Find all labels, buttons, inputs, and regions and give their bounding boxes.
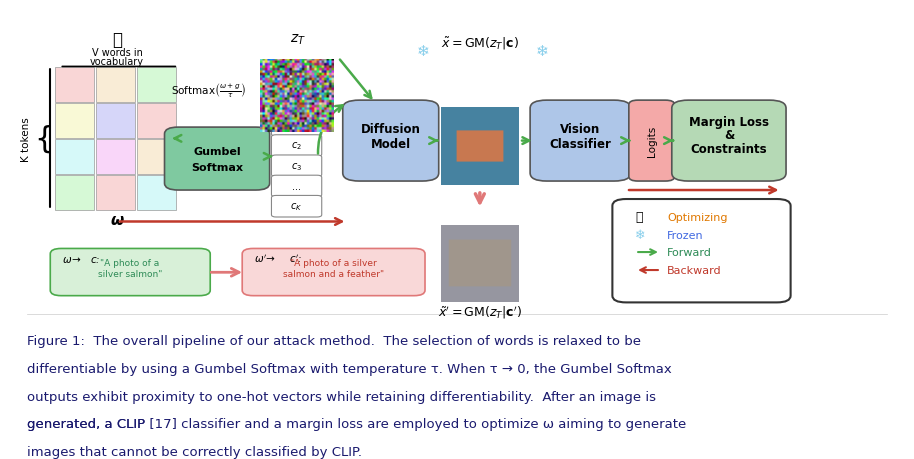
- FancyBboxPatch shape: [271, 176, 322, 197]
- FancyBboxPatch shape: [96, 68, 135, 103]
- FancyBboxPatch shape: [242, 249, 425, 296]
- FancyBboxPatch shape: [271, 196, 322, 218]
- Text: Diffusion: Diffusion: [361, 123, 420, 135]
- FancyBboxPatch shape: [55, 104, 94, 139]
- Text: Logits: Logits: [647, 126, 656, 157]
- FancyBboxPatch shape: [271, 135, 322, 157]
- Text: {: {: [34, 124, 54, 153]
- Text: Vision: Vision: [560, 123, 600, 135]
- Text: differentiable by using a Gumbel Softmax with temperature τ. When τ → 0, the Gum: differentiable by using a Gumbel Softmax…: [27, 362, 672, 375]
- Text: Optimizing: Optimizing: [667, 213, 728, 223]
- Text: $c_K$: $c_K$: [290, 201, 303, 213]
- Text: ❄: ❄: [635, 229, 645, 242]
- FancyBboxPatch shape: [55, 68, 94, 103]
- Text: $\tilde{x}' = \mathrm{GM}(z_T|\mathbf{c}')$: $\tilde{x}' = \mathrm{GM}(z_T|\mathbf{c}…: [438, 304, 522, 321]
- FancyBboxPatch shape: [137, 176, 176, 211]
- Text: Forward: Forward: [667, 247, 712, 257]
- Text: K tokens: K tokens: [21, 117, 30, 162]
- Text: V words in: V words in: [91, 48, 143, 58]
- Text: generated, a CLIP [17] classifier and a margin loss are employed to optimize ω a: generated, a CLIP [17] classifier and a …: [27, 418, 686, 431]
- FancyBboxPatch shape: [612, 200, 791, 303]
- FancyBboxPatch shape: [271, 115, 322, 137]
- FancyBboxPatch shape: [271, 156, 322, 177]
- FancyBboxPatch shape: [96, 176, 135, 211]
- Text: silver salmon": silver salmon": [98, 270, 162, 279]
- Text: Frozen: Frozen: [667, 230, 704, 241]
- Text: outputs exhibit proximity to one-hot vectors while retaining differentiability. : outputs exhibit proximity to one-hot vec…: [27, 390, 656, 403]
- Text: Softmax: Softmax: [191, 162, 243, 173]
- Text: images that cannot be correctly classified by CLIP.: images that cannot be correctly classifi…: [27, 445, 363, 459]
- Text: $c$:: $c$:: [90, 254, 100, 264]
- Text: $c'$:: $c'$:: [289, 252, 302, 264]
- Text: $c_3$: $c_3$: [291, 161, 302, 172]
- Text: Figure 1:  The overall pipeline of our attack method.  The selection of words is: Figure 1: The overall pipeline of our at…: [27, 334, 642, 347]
- FancyBboxPatch shape: [672, 101, 786, 182]
- Text: Constraints: Constraints: [691, 142, 767, 156]
- Text: $c_2$: $c_2$: [291, 140, 302, 152]
- Text: vocabulary: vocabulary: [90, 57, 144, 67]
- Text: Gumbel: Gumbel: [193, 147, 241, 157]
- FancyBboxPatch shape: [629, 101, 675, 182]
- Text: Model: Model: [371, 138, 410, 151]
- Text: Softmax$\left(\frac{\omega+g}{\tau}\right)$: Softmax$\left(\frac{\omega+g}{\tau}\righ…: [171, 81, 246, 99]
- Text: generated, a CLIP: generated, a CLIP: [27, 418, 150, 431]
- Text: 🔥: 🔥: [112, 31, 122, 49]
- Text: ...: ...: [292, 182, 301, 191]
- Text: Classifier: Classifier: [549, 138, 611, 151]
- FancyBboxPatch shape: [137, 104, 176, 139]
- FancyBboxPatch shape: [165, 128, 270, 190]
- FancyBboxPatch shape: [96, 104, 135, 139]
- Text: 🔥: 🔥: [635, 211, 643, 224]
- FancyBboxPatch shape: [530, 101, 631, 182]
- FancyBboxPatch shape: [55, 140, 94, 175]
- Text: &: &: [724, 129, 734, 142]
- Text: ❄: ❄: [536, 44, 548, 59]
- Text: $\tilde{x} = \mathrm{GM}(z_T|\mathbf{c})$: $\tilde{x} = \mathrm{GM}(z_T|\mathbf{c})…: [441, 35, 519, 51]
- Text: $\boldsymbol{\omega}$: $\boldsymbol{\omega}$: [110, 212, 124, 227]
- FancyBboxPatch shape: [343, 101, 439, 182]
- FancyBboxPatch shape: [96, 140, 135, 175]
- Text: $z_T$: $z_T$: [290, 33, 306, 47]
- Text: $\omega\!\rightarrow$: $\omega\!\rightarrow$: [62, 254, 81, 264]
- Text: Backward: Backward: [667, 265, 722, 275]
- Text: "A photo of a: "A photo of a: [101, 258, 159, 268]
- FancyBboxPatch shape: [137, 68, 176, 103]
- Text: ❄: ❄: [417, 44, 430, 59]
- FancyBboxPatch shape: [137, 140, 176, 175]
- Text: "A photo of a silver: "A photo of a silver: [291, 258, 377, 268]
- FancyBboxPatch shape: [55, 176, 94, 211]
- Text: $\omega'\!\rightarrow$: $\omega'\!\rightarrow$: [254, 252, 276, 264]
- Text: Margin Loss: Margin Loss: [689, 116, 769, 129]
- Text: $c_1$: $c_1$: [291, 120, 302, 132]
- FancyBboxPatch shape: [50, 249, 210, 296]
- Text: salmon and a feather": salmon and a feather": [283, 270, 384, 279]
